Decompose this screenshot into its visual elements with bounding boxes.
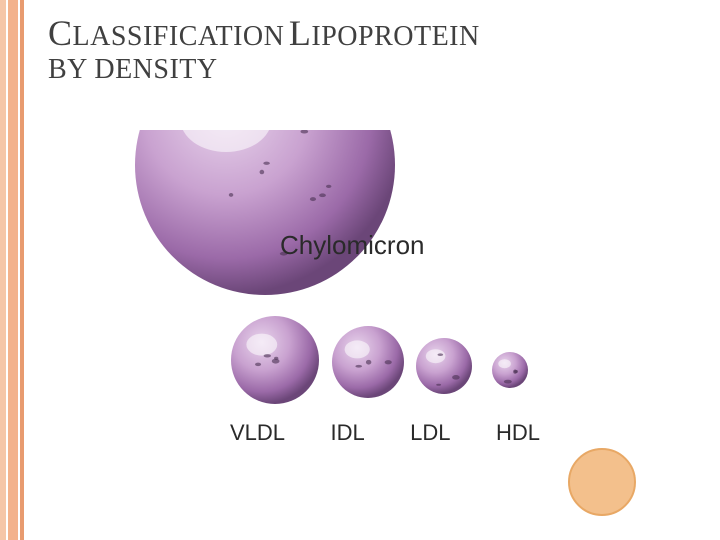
lipoprotein-diagram: Chylomicron VLDL IDL LDL HDL: [120, 130, 550, 480]
chylomicron-label: Chylomicron: [280, 230, 425, 261]
title-cap: C: [48, 13, 73, 53]
lipoprotein-label: VLDL: [230, 420, 285, 446]
title-line-1: CLASSIFICATION LIPOPROTEIN: [48, 12, 480, 54]
title-cap: L: [289, 13, 312, 53]
lipoprotein-label: LDL: [410, 420, 450, 446]
lipoprotein-label: IDL: [330, 420, 364, 446]
accent-stripe: [8, 0, 18, 540]
lipoprotein-labels-row: VLDL IDL LDL HDL: [230, 420, 540, 446]
slide-decor-circle: [568, 448, 636, 516]
left-accent-stripes: [0, 0, 30, 540]
title-text: IPOPROTEIN: [311, 21, 479, 52]
accent-stripe: [20, 0, 24, 540]
page-title: CLASSIFICATION LIPOPROTEIN BY DENSITY: [48, 12, 480, 86]
title-text: LASSIFICATION: [73, 21, 285, 52]
title-line-2: BY DENSITY: [48, 54, 480, 86]
lipoprotein-label: HDL: [496, 420, 540, 446]
